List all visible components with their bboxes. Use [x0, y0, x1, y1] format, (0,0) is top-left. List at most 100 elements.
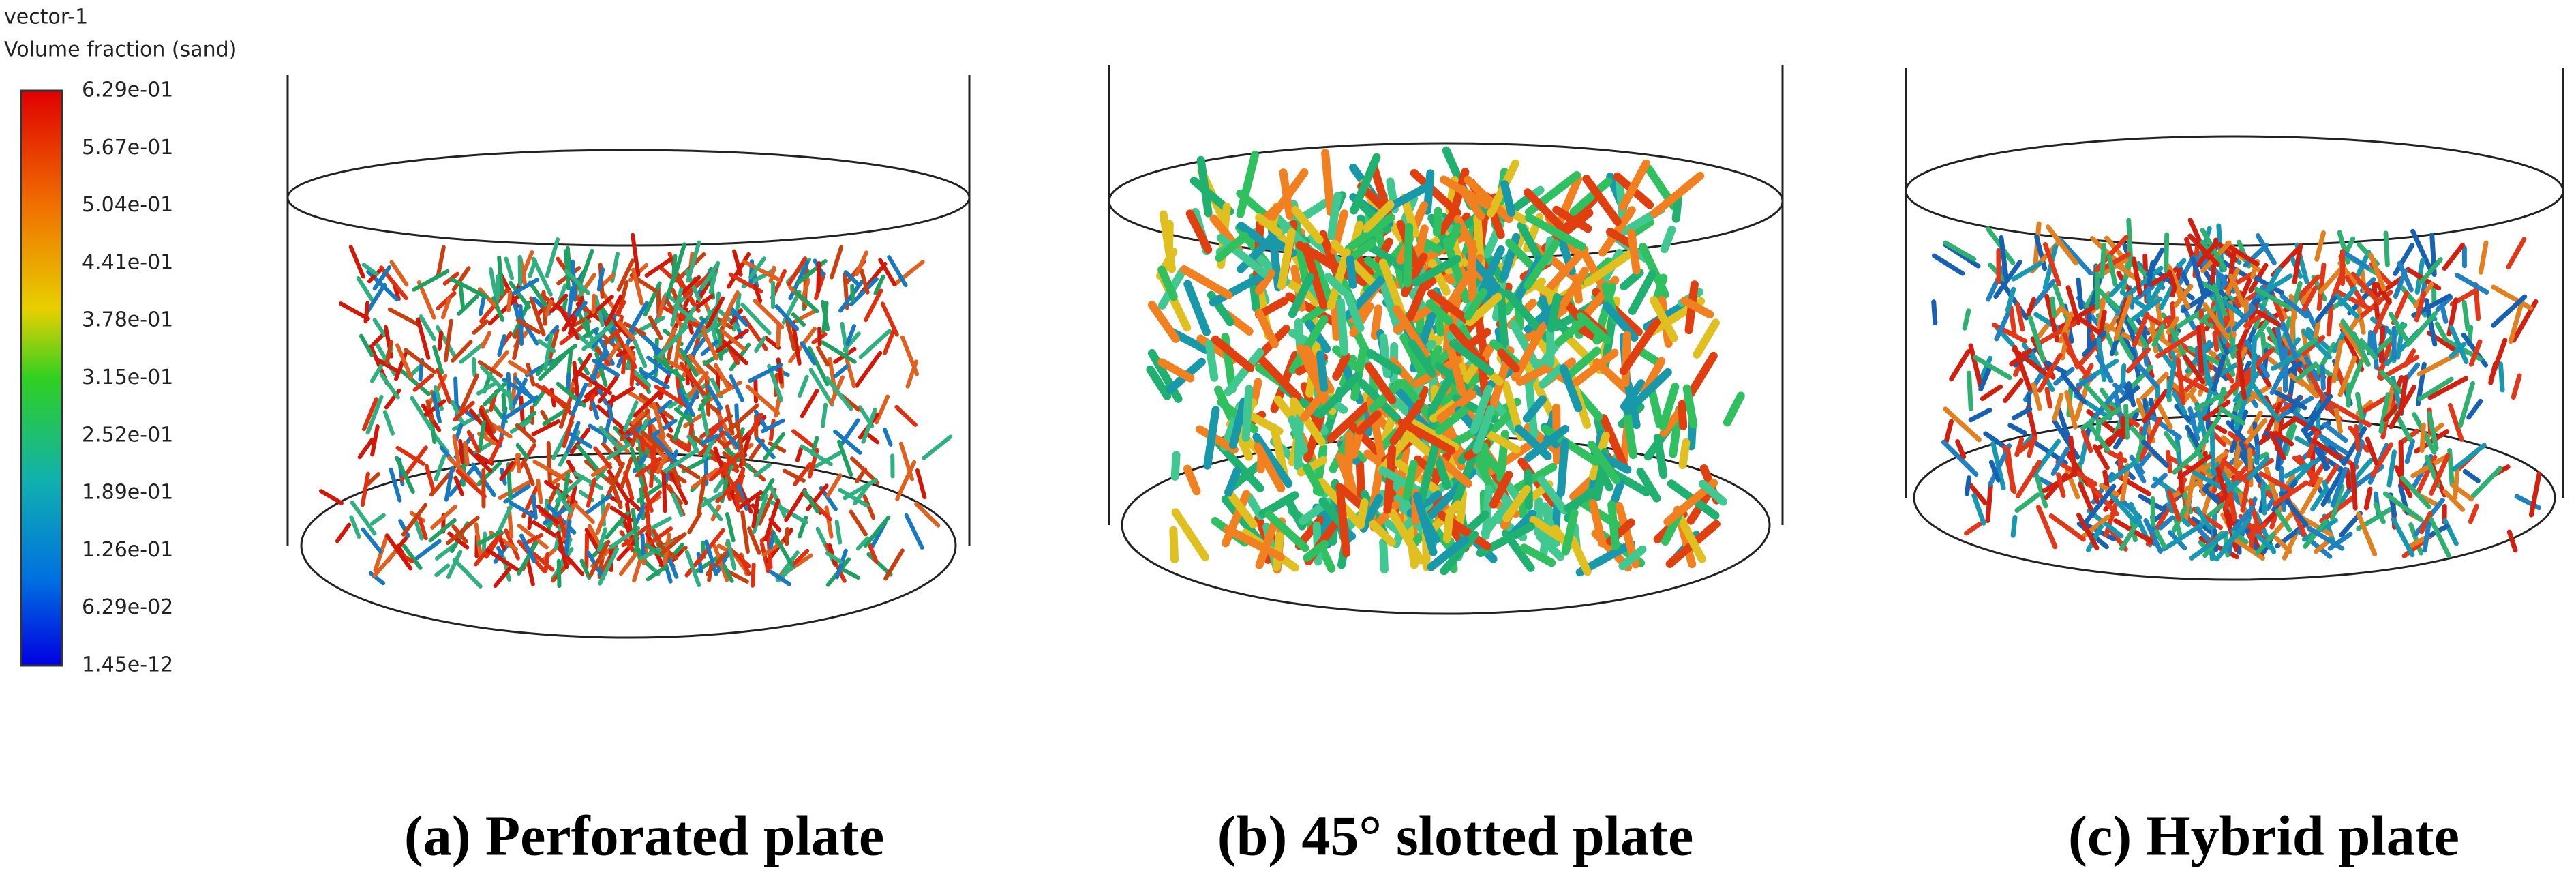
vector — [639, 369, 670, 389]
vector — [2403, 348, 2416, 368]
vector — [479, 408, 494, 435]
vector — [365, 282, 387, 314]
vector — [1621, 331, 1631, 387]
vector — [665, 455, 701, 479]
vector — [736, 423, 746, 466]
vector — [677, 388, 696, 417]
vector — [2357, 306, 2366, 335]
vector — [1303, 539, 1329, 562]
vector — [446, 550, 463, 580]
vector — [1678, 400, 1688, 430]
vector — [1330, 239, 1380, 290]
vector — [2232, 306, 2256, 332]
vector — [2334, 407, 2343, 434]
vector — [2056, 472, 2066, 498]
vector — [349, 515, 361, 539]
vector — [2045, 224, 2078, 266]
vector — [629, 446, 645, 488]
vector — [904, 513, 924, 550]
vector — [2123, 403, 2130, 440]
vector — [1397, 418, 1456, 455]
vector — [838, 488, 870, 508]
vector — [616, 536, 640, 561]
vector — [2399, 475, 2431, 509]
vector — [660, 532, 687, 556]
vector — [585, 493, 613, 515]
vector — [615, 299, 626, 316]
vector — [1434, 456, 1451, 490]
vector — [1446, 344, 1467, 396]
vector — [1627, 228, 1641, 275]
vector — [2117, 334, 2134, 361]
caption: (c) Hybrid plate — [2068, 804, 2459, 867]
vector — [2299, 378, 2320, 399]
vector — [2405, 311, 2438, 347]
vector — [372, 265, 392, 291]
vector — [2035, 505, 2058, 550]
vector — [1196, 425, 1239, 454]
vector — [365, 472, 380, 487]
vector — [555, 489, 573, 514]
vector — [2296, 361, 2318, 382]
vector — [350, 501, 377, 536]
vector — [431, 391, 442, 424]
vector — [2298, 477, 2324, 518]
vector — [672, 416, 684, 441]
vector — [922, 434, 953, 460]
vector — [894, 404, 918, 427]
vector — [542, 504, 572, 526]
vector — [2151, 323, 2166, 348]
vectors — [1146, 146, 1745, 577]
vector — [2457, 381, 2476, 428]
vector — [1964, 521, 1982, 536]
vector — [669, 472, 688, 505]
vector — [1554, 319, 1584, 346]
vector — [2297, 454, 2321, 490]
vector — [591, 353, 605, 382]
vector — [584, 532, 590, 570]
vector — [1416, 444, 1439, 506]
vector — [382, 410, 395, 436]
vector — [2042, 242, 2061, 287]
vector — [725, 538, 737, 571]
vector — [1336, 488, 1350, 558]
vector — [538, 353, 566, 381]
vector — [874, 394, 890, 425]
vector — [2350, 462, 2358, 511]
colorbar-label: 1.45e-12 — [82, 653, 173, 677]
vector — [727, 403, 759, 432]
vector — [1327, 248, 1351, 310]
vector — [463, 441, 470, 466]
vector — [2113, 294, 2133, 341]
vector — [2462, 468, 2481, 483]
vector — [2419, 422, 2426, 453]
vector — [712, 544, 729, 582]
vector — [2440, 303, 2449, 324]
vector — [1723, 391, 1745, 427]
vector — [2279, 466, 2286, 513]
vector — [2108, 460, 2137, 483]
vector — [592, 358, 620, 378]
vector — [784, 488, 807, 522]
vector — [436, 290, 457, 310]
vector — [1623, 368, 1672, 415]
vector — [525, 556, 535, 586]
vector — [579, 558, 592, 580]
vector — [2187, 233, 2220, 267]
vector — [697, 391, 714, 412]
vector — [2272, 480, 2309, 507]
vector — [389, 467, 402, 503]
vector — [2153, 528, 2167, 549]
vector — [1649, 296, 1678, 342]
vector — [2014, 492, 2040, 513]
vector — [1576, 312, 1611, 345]
vector — [753, 378, 758, 404]
vector — [359, 333, 374, 357]
vector — [2018, 436, 2038, 453]
vector — [1183, 464, 1201, 496]
vector — [623, 321, 646, 336]
vector — [1147, 301, 1180, 343]
vector — [2078, 378, 2112, 415]
vector — [2391, 517, 2415, 558]
